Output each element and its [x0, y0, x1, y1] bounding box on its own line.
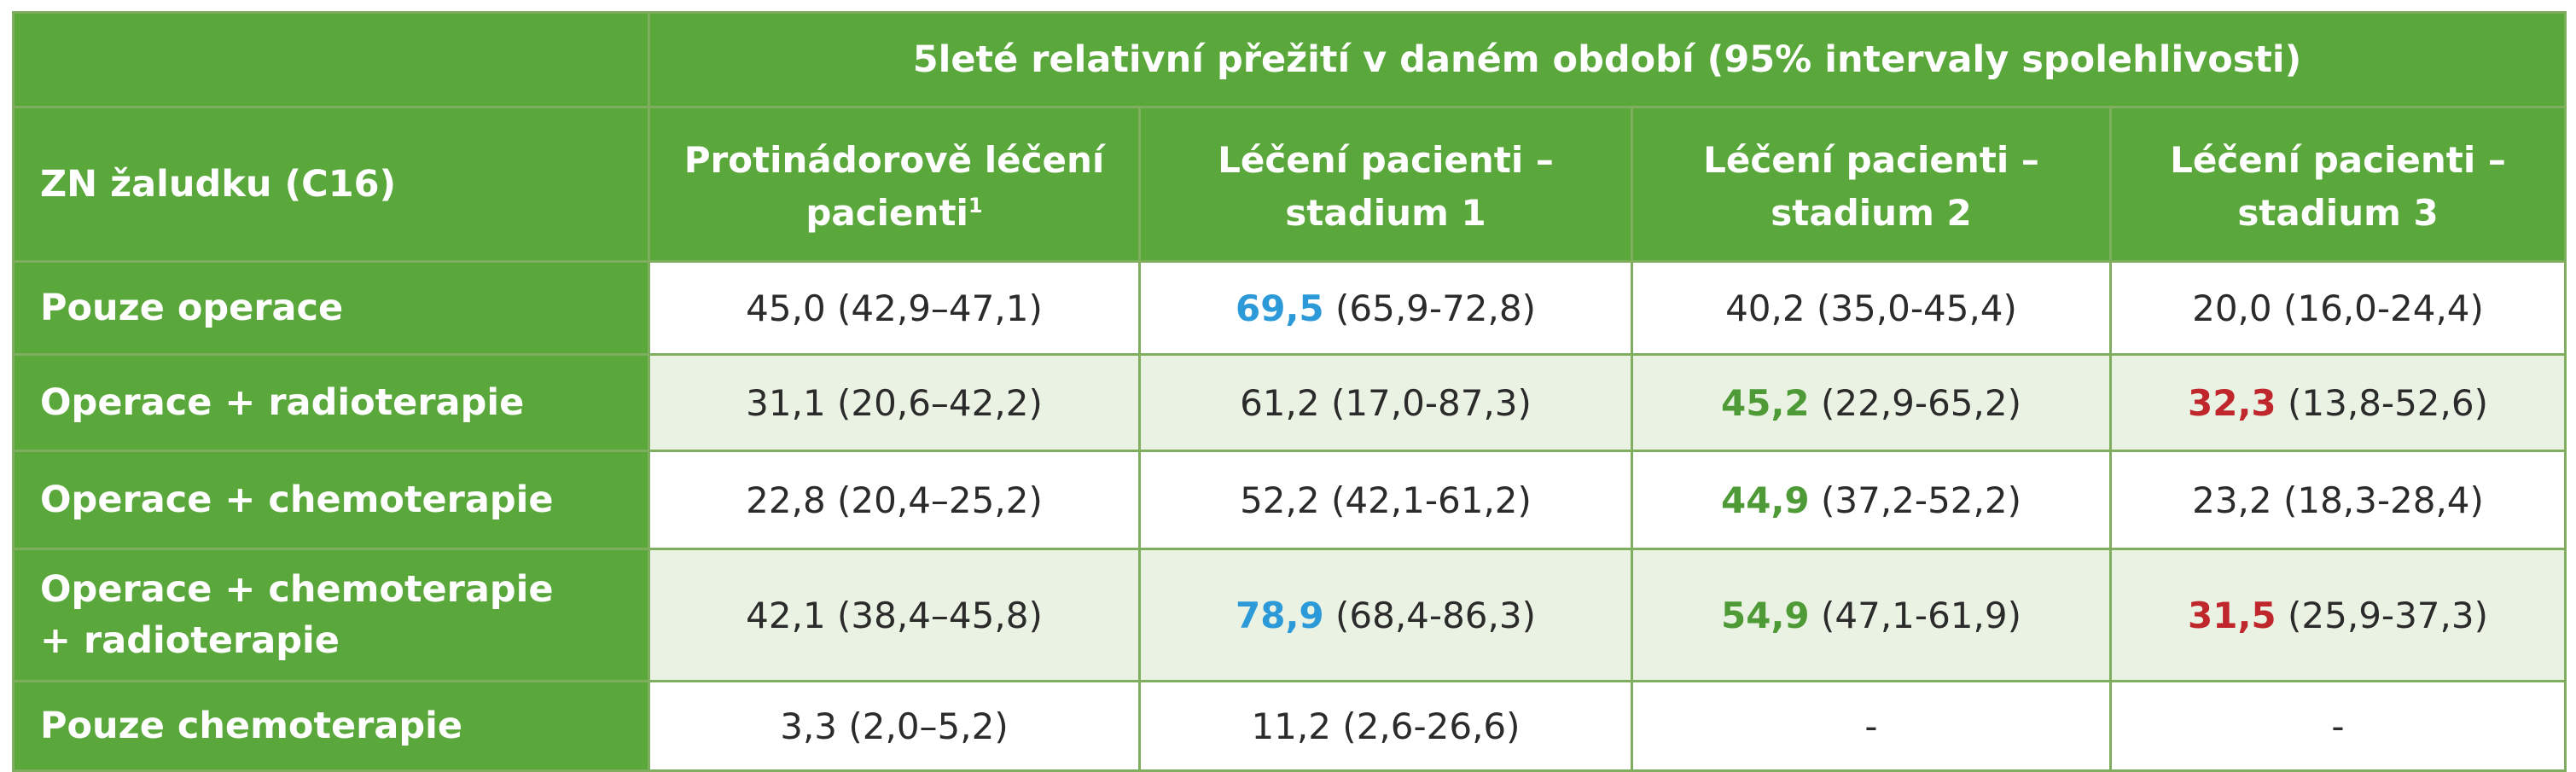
table-cell: 61,2 (17,0-87,3) — [1138, 353, 1633, 452]
table-cell: 23,2 (18,3-28,4) — [2108, 450, 2567, 550]
table-cell: 69,5 (65,9-72,8) — [1138, 260, 1633, 356]
table-cell: 32,3 (13,8-52,6) — [2108, 353, 2567, 452]
cell-value: 54,9 — [1721, 594, 1810, 636]
table-cell: 31,1 (20,6–42,2) — [648, 353, 1141, 452]
cell-confidence-interval: (2,6-26,6) — [1330, 705, 1521, 747]
cell-value: 23,2 — [2192, 479, 2272, 521]
table-row: Operace + chemoterapie + radioterapie 42,1… — [12, 548, 2567, 682]
cell-confidence-interval: (2,0–5,2) — [837, 705, 1009, 747]
cell-confidence-interval: (42,1-61,2) — [1319, 479, 1532, 521]
cell-value: 44,9 — [1721, 479, 1810, 521]
row-label-line2: + radioterapie — [40, 619, 340, 662]
table-row: Operace + chemoterapie 22,8 (20,4–25,2) 52… — [12, 450, 2567, 550]
header-row-columns: ZN žaludku (C16) Protinádorově léčení pa… — [12, 106, 2567, 263]
column-header-line1: Léčení pacienti – — [1703, 139, 2039, 181]
table-cell: 42,1 (38,4–45,8) — [648, 548, 1141, 682]
table-row: Operace + radioterapie 31,1 (20,6–42,2) 61… — [12, 353, 2567, 452]
column-header: Léčení pacienti – stadium 1 — [1138, 106, 1633, 263]
footnote-marker: 1 — [968, 194, 983, 218]
row-label: Operace + chemoterapie + radioterapie — [12, 548, 650, 682]
column-header-line1: Léčení pacienti – — [2170, 139, 2506, 181]
cell-confidence-interval: (68,4-86,3) — [1323, 594, 1536, 636]
cell-value: 45,2 — [1721, 381, 1810, 424]
table-cell: 22,8 (20,4–25,2) — [648, 450, 1141, 550]
table-cell: 45,2 (22,9-65,2) — [1631, 353, 2112, 452]
cell-value: 45,0 — [746, 287, 826, 329]
column-header: Léčení pacienti – stadium 3 — [2108, 106, 2567, 263]
cell-confidence-interval: (13,8-52,6) — [2276, 381, 2488, 424]
table-cell: 52,2 (42,1-61,2) — [1138, 450, 1633, 550]
cell-confidence-interval: (20,6–42,2) — [825, 381, 1043, 424]
row-label-line1: Operace + radioterapie — [40, 381, 525, 424]
cell-value: 3,3 — [780, 705, 838, 747]
row-label: Operace + radioterapie — [12, 353, 650, 452]
cell-value: 31,1 — [746, 381, 826, 424]
row-label: Operace + chemoterapie — [12, 450, 650, 550]
cell-confidence-interval: (25,9-37,3) — [2276, 594, 2488, 636]
cell-confidence-interval: (20,4–25,2) — [825, 479, 1043, 521]
table-cell: 54,9 (47,1-61,9) — [1631, 548, 2112, 682]
column-header: Léčení pacienti – stadium 2 — [1631, 106, 2112, 263]
header-corner-cell — [12, 11, 650, 108]
cell-confidence-interval: (35,0-45,4) — [1805, 287, 2017, 329]
column-header-line2: pacienti — [805, 192, 968, 234]
cell-value: 61,2 — [1240, 381, 1320, 424]
cell-value: 52,2 — [1240, 479, 1320, 521]
table-cell: - — [1631, 680, 2112, 772]
cell-confidence-interval: (22,9-65,2) — [1809, 381, 2021, 424]
table-cell: 45,0 (42,9–47,1) — [648, 260, 1141, 356]
table-row: Pouze chemoterapie 3,3 (2,0–5,2) 11,2 (2,6… — [12, 680, 2567, 772]
column-header-line1: Léčení pacienti – — [1218, 139, 1554, 181]
column-header-line1: Protinádorově léčení — [683, 139, 1105, 181]
survival-table-container: 5leté relativní přežití v daném období (… — [12, 11, 2567, 772]
column-header-line2: stadium 3 — [2237, 192, 2439, 234]
table-cell: 3,3 (2,0–5,2) — [648, 680, 1141, 772]
column-header-line2: stadium 2 — [1771, 192, 1972, 234]
cell-value: 42,1 — [746, 594, 826, 636]
row-label: Pouze operace — [12, 260, 650, 356]
cell-confidence-interval: (42,9–47,1) — [825, 287, 1043, 329]
column-header: Protinádorově léčení pacienti1 — [648, 106, 1141, 263]
cell-value: 40,2 — [1725, 287, 1806, 329]
cell-confidence-interval: (17,0-87,3) — [1319, 381, 1532, 424]
table-cell: 40,2 (35,0-45,4) — [1631, 260, 2112, 356]
table-cell: 44,9 (37,2-52,2) — [1631, 450, 2112, 550]
row-label-line1: Pouze chemoterapie — [40, 705, 463, 747]
row-label: Pouze chemoterapie — [12, 680, 650, 772]
row-label-line1: Operace + chemoterapie — [40, 568, 554, 611]
table-cell: 31,5 (25,9-37,3) — [2108, 548, 2567, 682]
cell-value: 31,5 — [2188, 594, 2277, 636]
cell-value: 11,2 — [1251, 705, 1331, 747]
cell-value: 32,3 — [2188, 381, 2277, 424]
column-header-line2: stadium 1 — [1285, 192, 1486, 234]
cell-confidence-interval: (16,0-24,4) — [2271, 287, 2484, 329]
header-row-top: 5leté relativní přežití v daném období (… — [12, 11, 2567, 108]
span-header: 5leté relativní přežití v daném období (… — [647, 11, 2567, 108]
stub-header: ZN žaludku (C16) — [12, 106, 650, 263]
cell-confidence-interval: (38,4–45,8) — [825, 594, 1043, 636]
table-row: Pouze operace 45,0 (42,9–47,1) 69,5 (65,9-… — [12, 260, 2567, 356]
row-label-line1: Pouze operace — [40, 287, 344, 329]
cell-value: - — [2331, 705, 2345, 747]
survival-table: 5leté relativní přežití v daném období (… — [12, 11, 2567, 772]
table-cell: - — [2108, 680, 2567, 772]
row-label-line1: Operace + chemoterapie — [40, 479, 554, 521]
table-cell: 20,0 (16,0-24,4) — [2108, 260, 2567, 356]
table-cell: 78,9 (68,4-86,3) — [1138, 548, 1633, 682]
cell-confidence-interval: (47,1-61,9) — [1809, 594, 2021, 636]
cell-value: 20,0 — [2192, 287, 2272, 329]
cell-confidence-interval: (37,2-52,2) — [1809, 479, 2021, 521]
cell-value: - — [1864, 705, 1878, 747]
cell-confidence-interval: (65,9-72,8) — [1323, 287, 1536, 329]
table-cell: 11,2 (2,6-26,6) — [1138, 680, 1633, 772]
cell-value: 22,8 — [746, 479, 826, 521]
cell-value: 69,5 — [1236, 287, 1324, 329]
cell-value: 78,9 — [1236, 594, 1324, 636]
cell-confidence-interval: (18,3-28,4) — [2271, 479, 2484, 521]
